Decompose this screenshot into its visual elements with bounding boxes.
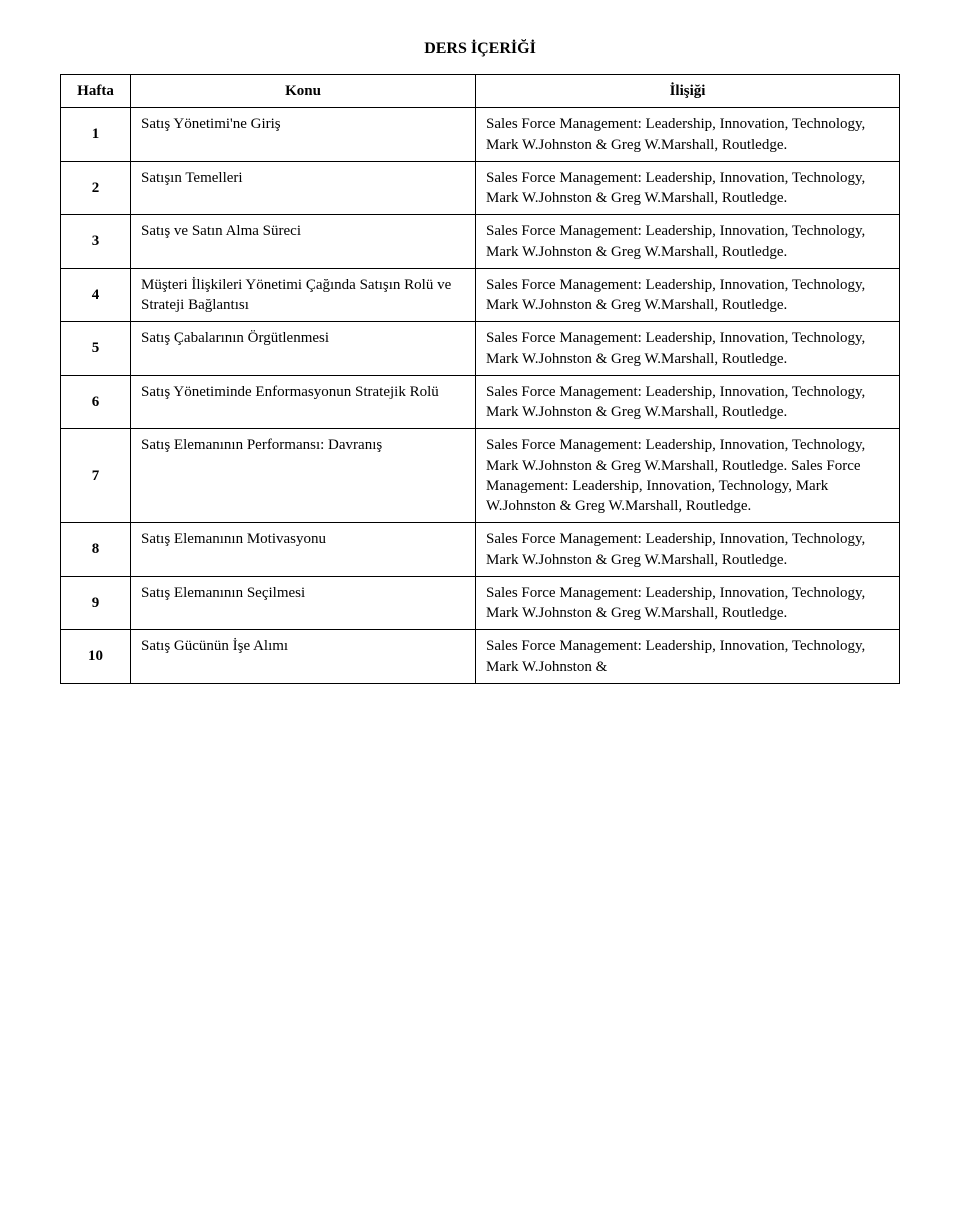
cell-week: 3 bbox=[61, 215, 131, 269]
cell-relation: Sales Force Management: Leadership, Inno… bbox=[476, 215, 900, 269]
cell-topic: Satışın Temelleri bbox=[131, 161, 476, 215]
cell-relation: Sales Force Management: Leadership, Inno… bbox=[476, 108, 900, 162]
cell-topic: Satış ve Satın Alma Süreci bbox=[131, 215, 476, 269]
cell-week: 4 bbox=[61, 268, 131, 322]
cell-topic: Satış Çabalarının Örgütlenmesi bbox=[131, 322, 476, 376]
page-title: DERS İÇERİĞİ bbox=[60, 40, 900, 58]
header-relation: İlişiği bbox=[476, 75, 900, 108]
cell-week: 5 bbox=[61, 322, 131, 376]
cell-relation: Sales Force Management: Leadership, Inno… bbox=[476, 429, 900, 523]
cell-relation: Sales Force Management: Leadership, Inno… bbox=[476, 375, 900, 429]
cell-week: 2 bbox=[61, 161, 131, 215]
table-row: 10 Satış Gücünün İşe Alımı Sales Force M… bbox=[61, 630, 900, 684]
header-topic: Konu bbox=[131, 75, 476, 108]
cell-topic: Müşteri İlişkileri Yönetimi Çağında Satı… bbox=[131, 268, 476, 322]
cell-topic: Satış Elemanının Performansı: Davranış bbox=[131, 429, 476, 523]
table-row: 3 Satış ve Satın Alma Süreci Sales Force… bbox=[61, 215, 900, 269]
table-row: 9 Satış Elemanının Seçilmesi Sales Force… bbox=[61, 576, 900, 630]
table-row: 2 Satışın Temelleri Sales Force Manageme… bbox=[61, 161, 900, 215]
table-row: 1 Satış Yönetimi'ne Giriş Sales Force Ma… bbox=[61, 108, 900, 162]
cell-week: 7 bbox=[61, 429, 131, 523]
header-week: Hafta bbox=[61, 75, 131, 108]
table-row: 8 Satış Elemanının Motivasyonu Sales For… bbox=[61, 523, 900, 577]
cell-topic: Satış Elemanının Motivasyonu bbox=[131, 523, 476, 577]
table-header-row: Hafta Konu İlişiği bbox=[61, 75, 900, 108]
cell-relation: Sales Force Management: Leadership, Inno… bbox=[476, 161, 900, 215]
cell-topic: Satış Elemanının Seçilmesi bbox=[131, 576, 476, 630]
cell-week: 6 bbox=[61, 375, 131, 429]
cell-relation: Sales Force Management: Leadership, Inno… bbox=[476, 268, 900, 322]
cell-week: 8 bbox=[61, 523, 131, 577]
cell-relation: Sales Force Management: Leadership, Inno… bbox=[476, 576, 900, 630]
table-row: 7 Satış Elemanının Performansı: Davranış… bbox=[61, 429, 900, 523]
table-row: 5 Satış Çabalarının Örgütlenmesi Sales F… bbox=[61, 322, 900, 376]
table-row: 6 Satış Yönetiminde Enformasyonun Strate… bbox=[61, 375, 900, 429]
cell-topic: Satış Gücünün İşe Alımı bbox=[131, 630, 476, 684]
course-content-table: Hafta Konu İlişiği 1 Satış Yönetimi'ne G… bbox=[60, 74, 900, 684]
cell-relation: Sales Force Management: Leadership, Inno… bbox=[476, 322, 900, 376]
cell-week: 10 bbox=[61, 630, 131, 684]
cell-week: 9 bbox=[61, 576, 131, 630]
cell-relation: Sales Force Management: Leadership, Inno… bbox=[476, 630, 900, 684]
cell-topic: Satış Yönetiminde Enformasyonun Strateji… bbox=[131, 375, 476, 429]
cell-topic: Satış Yönetimi'ne Giriş bbox=[131, 108, 476, 162]
cell-relation: Sales Force Management: Leadership, Inno… bbox=[476, 523, 900, 577]
table-row: 4 Müşteri İlişkileri Yönetimi Çağında Sa… bbox=[61, 268, 900, 322]
cell-week: 1 bbox=[61, 108, 131, 162]
